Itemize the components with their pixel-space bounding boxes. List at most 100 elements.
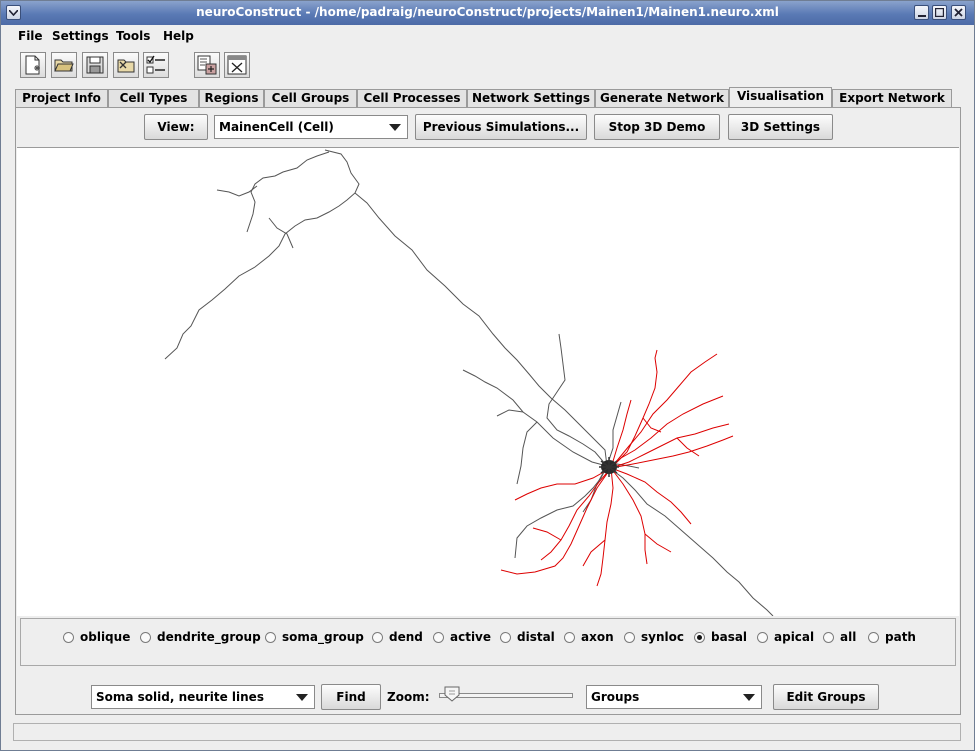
zoom-label: Zoom: bbox=[387, 690, 430, 704]
radio-label: distal bbox=[517, 630, 555, 644]
3d-settings-button[interactable]: 3D Settings bbox=[728, 114, 833, 140]
new-project-button[interactable] bbox=[20, 52, 46, 78]
zoom-slider-thumb[interactable] bbox=[444, 686, 460, 702]
maximize-icon bbox=[935, 8, 944, 17]
tab-cell-types[interactable]: Cell Types bbox=[108, 89, 199, 107]
radio-basal[interactable]: basal bbox=[694, 630, 747, 644]
options-icon bbox=[146, 55, 165, 74]
menu-bar: File Settings Tools Help bbox=[1, 26, 974, 46]
import-button[interactable] bbox=[194, 52, 220, 78]
tab-cell-processes[interactable]: Cell Processes bbox=[357, 89, 467, 107]
tab-visualisation[interactable]: Visualisation bbox=[729, 87, 832, 108]
radio-label: soma_group bbox=[282, 630, 364, 644]
radio-circle bbox=[372, 631, 383, 643]
radio-soma-group[interactable]: soma_group bbox=[265, 630, 364, 644]
tab-export-network[interactable]: Export Network bbox=[832, 89, 952, 107]
radio-all[interactable]: all bbox=[823, 630, 856, 644]
exit-icon bbox=[227, 55, 247, 75]
radio-synloc[interactable]: synloc bbox=[624, 630, 684, 644]
radio-label: basal bbox=[711, 630, 748, 644]
radio-dendrite-group[interactable]: dendrite_group bbox=[140, 630, 261, 644]
radio-dend[interactable]: dend bbox=[372, 630, 423, 644]
radio-label: path bbox=[885, 630, 916, 644]
radio-circle-selected bbox=[694, 631, 705, 643]
new-project-icon bbox=[25, 55, 40, 75]
find-button[interactable]: Find bbox=[321, 684, 381, 710]
neuron-morphology bbox=[164, 149, 774, 617]
stop-3d-demo-button[interactable]: Stop 3D Demo bbox=[594, 114, 720, 140]
status-bar bbox=[13, 723, 961, 741]
exit-button[interactable] bbox=[224, 52, 250, 78]
close-project-icon bbox=[117, 59, 135, 73]
close-icon bbox=[954, 8, 963, 17]
options-button[interactable] bbox=[143, 52, 169, 78]
menu-file[interactable]: File bbox=[18, 29, 43, 43]
radio-circle bbox=[500, 631, 511, 643]
radio-circle bbox=[624, 631, 635, 643]
menu-settings[interactable]: Settings bbox=[52, 29, 109, 43]
close-button[interactable] bbox=[951, 5, 966, 20]
3d-view-canvas[interactable] bbox=[17, 147, 959, 617]
radio-apical[interactable]: apical bbox=[757, 630, 814, 644]
groups-select-value: Groups bbox=[591, 690, 640, 704]
view-select-value: MainenCell (Cell) bbox=[219, 120, 334, 134]
radio-distal[interactable]: distal bbox=[500, 630, 555, 644]
radio-label: apical bbox=[774, 630, 815, 644]
tab-network-settings[interactable]: Network Settings bbox=[467, 89, 595, 107]
radio-circle bbox=[433, 631, 444, 643]
radio-circle bbox=[868, 631, 879, 643]
radio-label: dendrite_group bbox=[157, 630, 261, 644]
previous-simulations-button[interactable]: Previous Simulations... bbox=[415, 114, 587, 140]
main-tabs: Project Info Cell Types Regions Cell Gro… bbox=[15, 87, 960, 108]
minimize-button[interactable] bbox=[914, 5, 929, 20]
chevron-down-icon bbox=[389, 124, 401, 131]
radio-circle bbox=[63, 631, 74, 643]
open-project-icon bbox=[54, 59, 74, 72]
radio-circle bbox=[265, 631, 276, 643]
radio-circle bbox=[140, 631, 151, 643]
basal-dendrites bbox=[500, 349, 734, 587]
group-radio-panel: oblique dendrite_group soma_group dend a… bbox=[20, 618, 956, 666]
toolbar bbox=[1, 48, 974, 84]
zoom-slider-track[interactable] bbox=[439, 693, 573, 698]
close-project-button[interactable] bbox=[113, 52, 139, 78]
radio-label: all bbox=[840, 630, 857, 644]
chevron-down-icon bbox=[296, 694, 308, 701]
radio-label: axon bbox=[581, 630, 614, 644]
chevron-down-icon bbox=[9, 9, 18, 16]
display-mode-select[interactable]: Soma solid, neurite lines bbox=[91, 685, 315, 709]
menu-help[interactable]: Help bbox=[163, 29, 194, 43]
minimize-icon bbox=[917, 14, 926, 17]
import-icon bbox=[197, 55, 217, 75]
radio-label: dend bbox=[389, 630, 423, 644]
radio-circle bbox=[823, 631, 834, 643]
radio-active[interactable]: active bbox=[433, 630, 491, 644]
tab-cell-groups[interactable]: Cell Groups bbox=[264, 89, 357, 107]
radio-label: active bbox=[450, 630, 492, 644]
save-project-button[interactable] bbox=[82, 52, 108, 78]
tab-generate-network[interactable]: Generate Network bbox=[595, 89, 729, 107]
groups-select[interactable]: Groups bbox=[586, 685, 762, 709]
display-mode-value: Soma solid, neurite lines bbox=[96, 690, 264, 704]
window-title: neuroConstruct - /home/padraig/neuroCons… bbox=[196, 5, 779, 19]
neurite-lines bbox=[164, 149, 774, 617]
radio-circle bbox=[757, 631, 768, 643]
radio-label: oblique bbox=[80, 630, 131, 644]
tab-regions[interactable]: Regions bbox=[199, 89, 264, 107]
window-menu-button[interactable] bbox=[6, 5, 21, 20]
radio-oblique[interactable]: oblique bbox=[63, 630, 130, 644]
maximize-button[interactable] bbox=[932, 5, 947, 20]
edit-groups-button[interactable]: Edit Groups bbox=[773, 684, 879, 710]
menu-tools[interactable]: Tools bbox=[116, 29, 151, 43]
open-project-button[interactable] bbox=[51, 52, 77, 78]
save-project-icon bbox=[86, 56, 104, 74]
view-button[interactable]: View: bbox=[144, 114, 208, 140]
soma bbox=[599, 457, 619, 477]
title-bar[interactable]: neuroConstruct - /home/padraig/neuroCons… bbox=[1, 1, 974, 25]
view-select[interactable]: MainenCell (Cell) bbox=[214, 115, 408, 139]
radio-axon[interactable]: axon bbox=[564, 630, 614, 644]
radio-path[interactable]: path bbox=[868, 630, 916, 644]
tab-project-info[interactable]: Project Info bbox=[15, 89, 108, 107]
radio-label: synloc bbox=[641, 630, 684, 644]
